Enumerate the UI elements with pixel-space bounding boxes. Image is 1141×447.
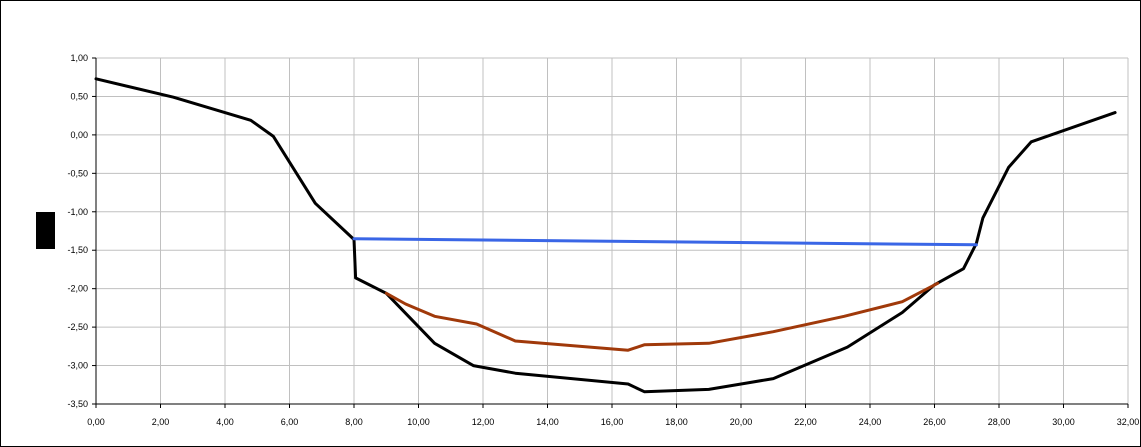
series-group xyxy=(94,77,1117,394)
terrain-profile-line xyxy=(94,77,1117,394)
axes xyxy=(92,57,1129,408)
y-tick-label: -1,50 xyxy=(67,245,88,255)
y-tick-label: -3,00 xyxy=(67,361,88,371)
x-tick-label: 18,00 xyxy=(665,417,688,427)
x-tick-label: 20,00 xyxy=(730,417,753,427)
x-tick-label: 8,00 xyxy=(345,417,363,427)
gridlines xyxy=(95,57,1129,405)
x-tick-label: 30,00 xyxy=(1052,417,1075,427)
x-tick-label: 24,00 xyxy=(859,417,882,427)
y-tick-label: 1,00 xyxy=(70,53,88,63)
tick-labels: 0,00 2,00 4,00 6,00 8,00 10,00 12,00 14,00 16,00… xyxy=(67,53,1139,427)
y-tick-label: 0,00 xyxy=(70,130,88,140)
legend-marker xyxy=(36,212,55,249)
y-tick-label: -2,00 xyxy=(67,284,88,294)
y-tick-label: -3,50 xyxy=(67,399,88,409)
x-tick-label: 14,00 xyxy=(536,417,559,427)
x-tick-label: 26,00 xyxy=(923,417,946,427)
x-tick-label: 6,00 xyxy=(281,417,299,427)
x-tick-label: 12,00 xyxy=(472,417,495,427)
y-tick-label: -0,50 xyxy=(67,168,88,178)
x-tick-label: 28,00 xyxy=(988,417,1011,427)
y-tick-label: 0,50 xyxy=(70,91,88,101)
x-tick-label: 32,00 xyxy=(1117,417,1140,427)
x-tick-label: 4,00 xyxy=(216,417,234,427)
water-level-line xyxy=(352,237,978,247)
x-tick-label: 10,00 xyxy=(407,417,430,427)
x-tick-label: 16,00 xyxy=(601,417,624,427)
x-tick-label: 2,00 xyxy=(152,417,170,427)
bed-profile-line xyxy=(384,281,940,352)
x-tick-label: 0,00 xyxy=(87,417,105,427)
y-tick-label: -2,50 xyxy=(67,322,88,332)
x-tick-label: 22,00 xyxy=(794,417,817,427)
y-tick-label: -1,00 xyxy=(67,207,88,217)
